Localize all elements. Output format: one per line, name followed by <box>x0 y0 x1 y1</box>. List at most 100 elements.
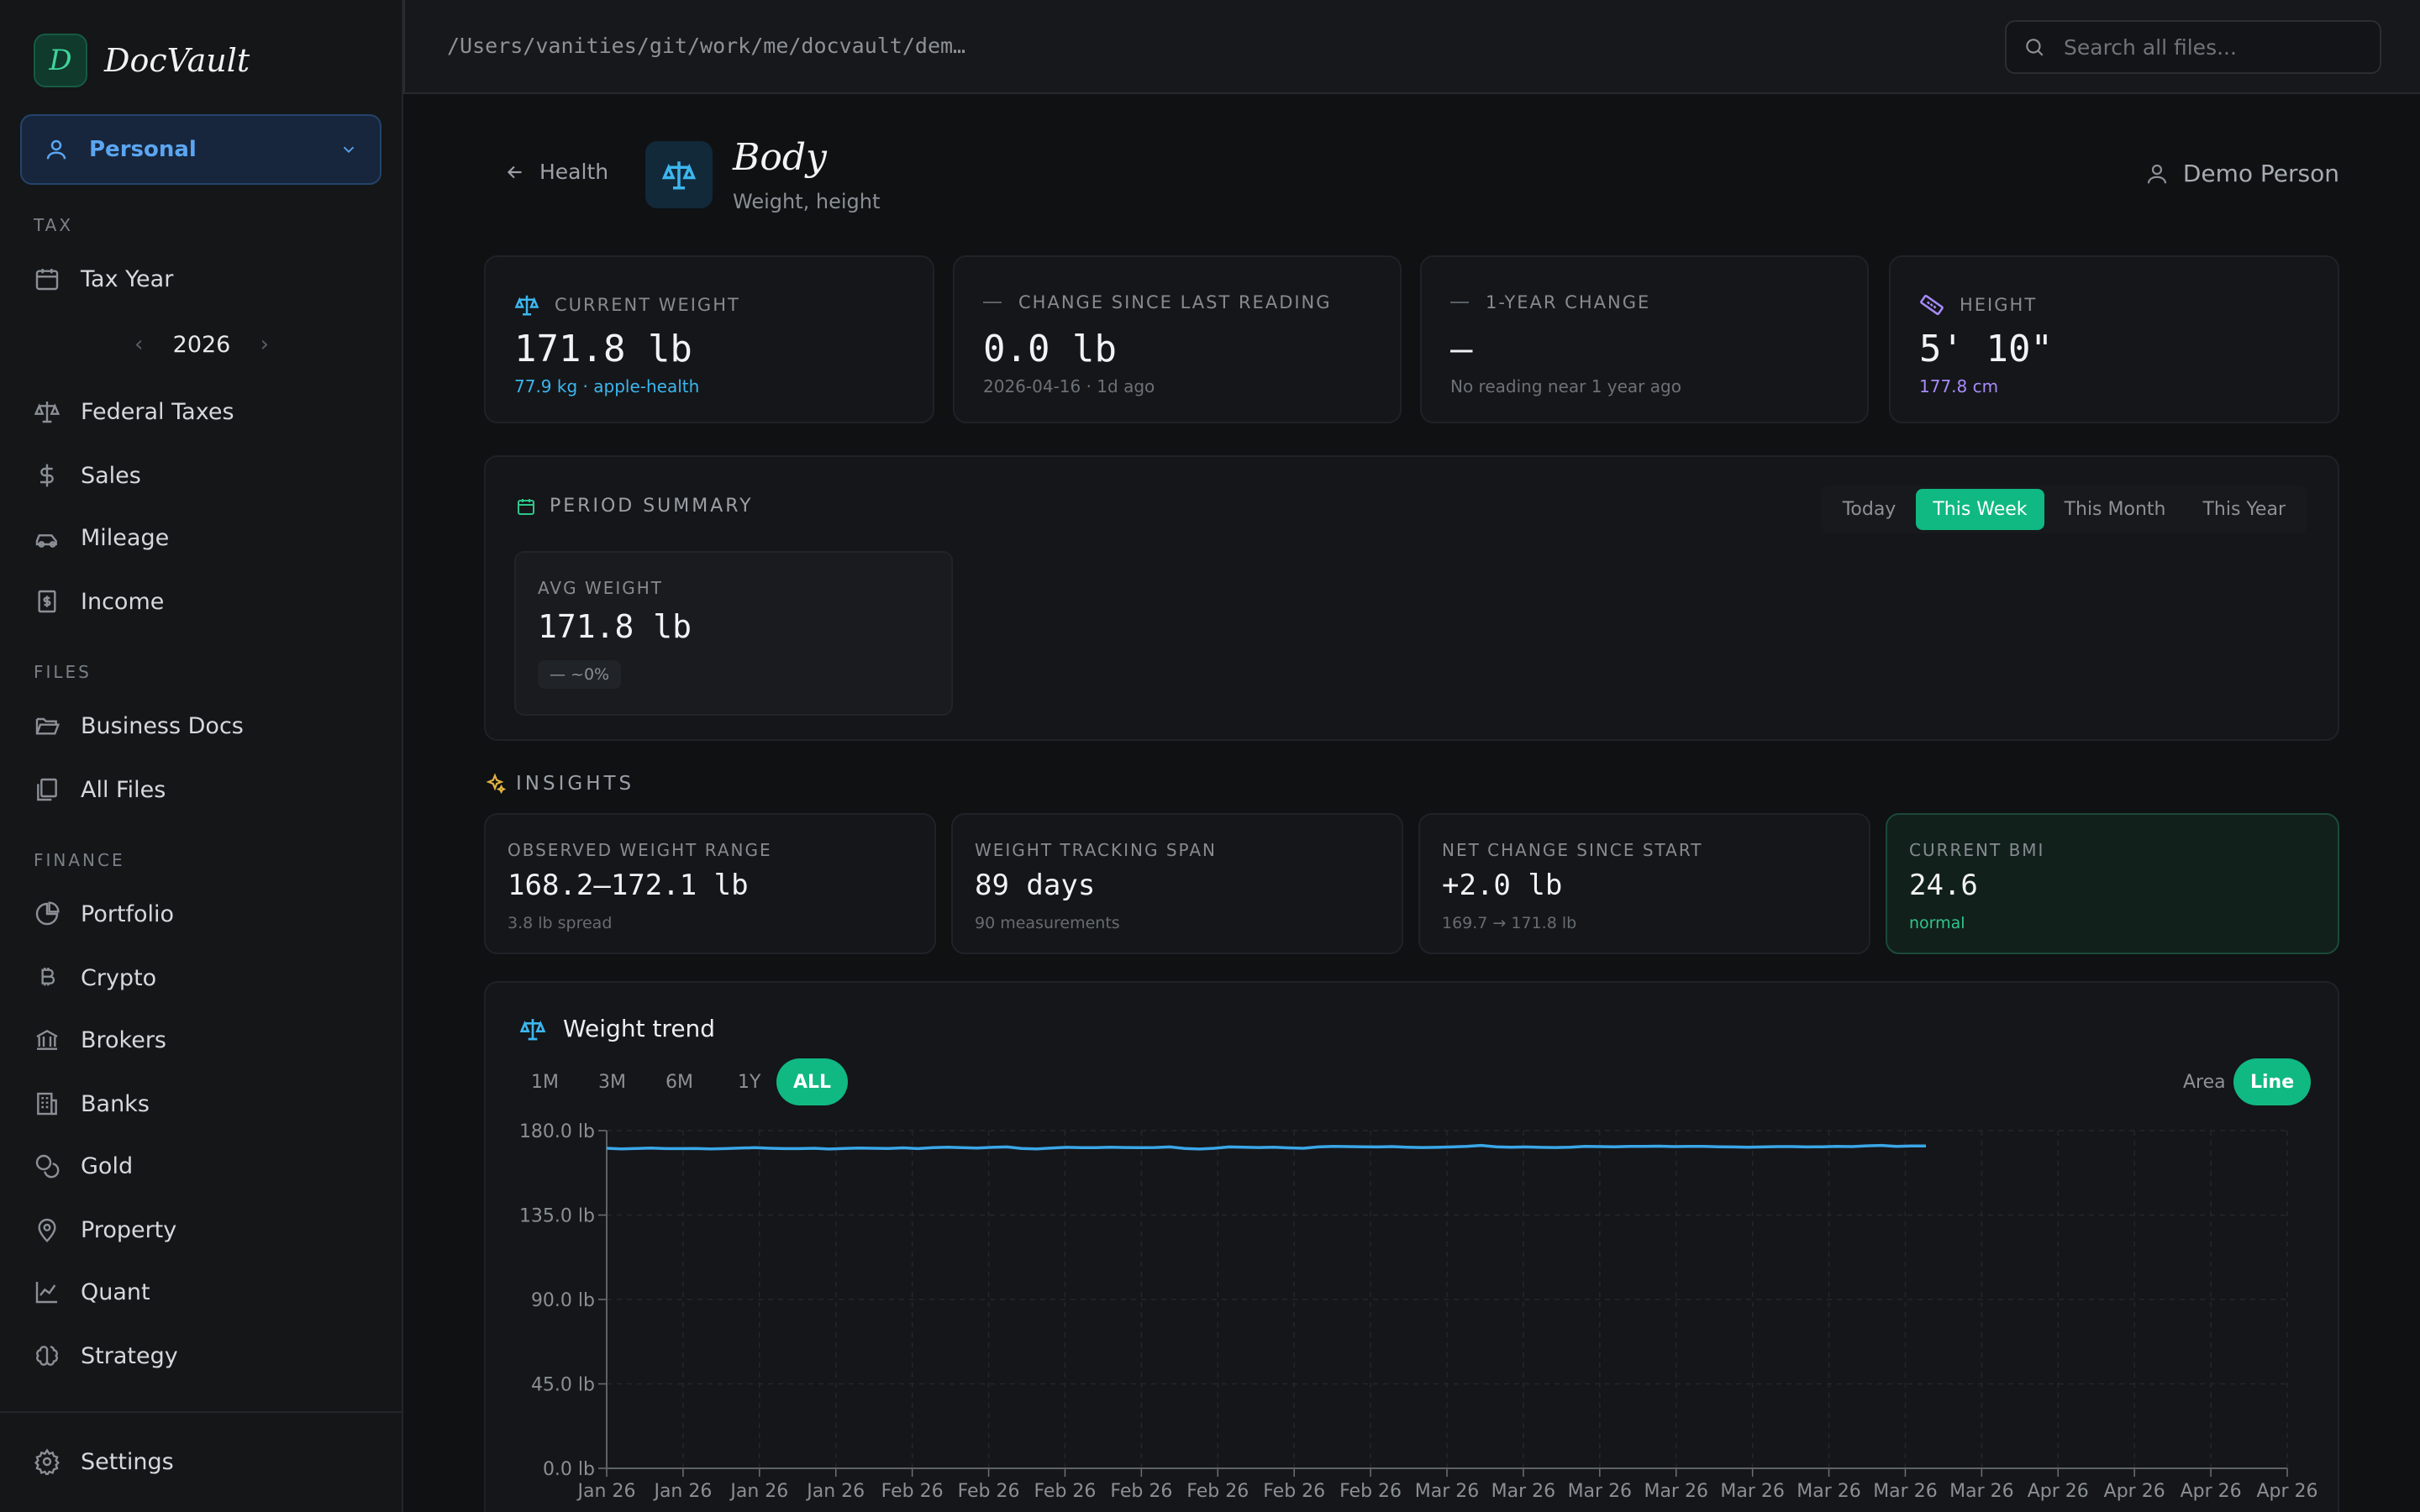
stat-sub: 177.8 cm <box>1919 376 1999 396</box>
insight-sub: normal <box>1909 914 1965 932</box>
range-all-button[interactable]: ALL <box>776 1058 849 1105</box>
sidebar-item-label: Portfolio <box>81 900 175 927</box>
sidebar-item-gold[interactable]: Gold <box>34 1141 133 1191</box>
range-3m-button[interactable]: 3M <box>598 1071 626 1093</box>
stat-label: CHANGE SINCE LAST READING <box>983 292 1332 312</box>
sidebar-item-label: Quant <box>81 1278 150 1305</box>
mode-area-button[interactable]: Area <box>2183 1071 2226 1093</box>
brand[interactable]: D DocVault <box>34 34 250 87</box>
insight-label: NET CHANGE SINCE START <box>1442 840 1703 860</box>
range-1m-button[interactable]: 1M <box>531 1071 559 1093</box>
sidebar-item-label: Federal Taxes <box>81 398 234 425</box>
back-link[interactable]: Health <box>504 160 608 184</box>
sidebar-item-business-docs[interactable]: Business Docs <box>34 701 244 751</box>
stat-label-text: CURRENT WEIGHT <box>555 295 740 315</box>
chart-title-text: Weight trend <box>563 1015 716 1042</box>
tab-today[interactable]: Today <box>1842 499 1897 520</box>
user-name: Demo Person <box>2182 160 2339 187</box>
stat-value: — <box>1450 328 1473 370</box>
stat-label: HEIGHT <box>1919 292 2037 318</box>
stat-value: 0.0 lb <box>983 328 1117 370</box>
user-icon <box>2147 164 2166 183</box>
avg-weight-change-badge: — ~0% <box>538 660 622 689</box>
stat-label: 1-YEAR CHANGE <box>1450 292 1650 312</box>
sidebar-item-settings[interactable]: Settings <box>34 1436 174 1487</box>
scale-icon <box>661 161 697 190</box>
user-menu[interactable]: Demo Person <box>2144 160 2339 187</box>
sidebar-item-strategy[interactable]: Strategy <box>34 1331 178 1381</box>
scale-icon <box>34 402 60 423</box>
sidebar-item-label: Brokers <box>81 1026 167 1053</box>
range-1y-button[interactable]: 1Y <box>738 1071 761 1093</box>
avg-weight-card: AVG WEIGHT 171.8 lb — ~0% <box>514 551 953 716</box>
sidebar-item-label: Strategy <box>81 1342 178 1369</box>
sidebar-item-tax-year[interactable]: Tax Year <box>34 254 173 304</box>
top-bar: /Users/vanities/git/work/me/docvault/dem… <box>403 0 2420 94</box>
stat-card-one-year-change: 1-YEAR CHANGE — No reading near 1 year a… <box>1420 255 1869 423</box>
tab-this-month[interactable]: This Month <box>2064 499 2166 520</box>
insight-value: +2.0 lb <box>1442 869 1563 902</box>
profile-switcher[interactable]: Personal <box>20 114 381 185</box>
sidebar-item-all-files[interactable]: All Files <box>34 764 166 815</box>
section-label-files: FILES <box>34 662 92 682</box>
sidebar-item-label: Property <box>81 1216 177 1243</box>
stat-sub: 77.9 kg · apple-health <box>514 376 700 396</box>
chevron-left-icon[interactable]: ‹ <box>134 332 144 357</box>
map-pin-icon <box>38 1218 56 1243</box>
range-6m-button[interactable]: 6M <box>666 1071 693 1093</box>
chevron-right-icon[interactable]: › <box>260 332 269 357</box>
sidebar-item-federal-taxes[interactable]: Federal Taxes <box>34 386 234 437</box>
search-input[interactable]: Search all files... <box>2005 20 2381 74</box>
tab-this-week[interactable]: This Week <box>1916 489 2044 530</box>
insight-value: 89 days <box>975 869 1096 902</box>
sidebar-item-brokers[interactable]: Brokers <box>34 1015 166 1065</box>
calendar-icon <box>518 498 534 515</box>
pie-chart-icon <box>35 901 60 926</box>
insight-card-weight-range: OBSERVED WEIGHT RANGE 168.2–172.1 lb 3.8… <box>484 813 936 954</box>
stat-label-text: CHANGE SINCE LAST READING <box>1018 292 1332 312</box>
mode-line-button[interactable]: Line <box>2233 1058 2312 1105</box>
sidebar-item-mileage[interactable]: Mileage <box>34 512 169 563</box>
year-value: 2026 <box>172 331 231 358</box>
avg-weight-label: AVG WEIGHT <box>538 578 664 598</box>
sidebar-divider <box>0 1411 402 1413</box>
stat-sub: 2026-04-16 · 1d ago <box>983 376 1155 396</box>
insight-card-current-bmi: CURRENT BMI 24.6 normal <box>1886 813 2339 954</box>
year-stepper: ‹ 2026 › <box>134 328 269 361</box>
insights-title-text: INSIGHTS <box>516 773 635 795</box>
building-icon <box>37 1092 57 1116</box>
stat-card-current-weight: CURRENT WEIGHT 171.8 lb 77.9 kg · apple-… <box>484 255 934 423</box>
sidebar-item-quant[interactable]: Quant <box>34 1267 150 1317</box>
sidebar-item-income[interactable]: Income <box>34 576 164 627</box>
calendar-icon <box>35 269 59 291</box>
period-tabs: Today This Week This Month This Year <box>1820 486 2307 533</box>
sidebar-item-label: Gold <box>81 1152 134 1179</box>
stat-sub: No reading near 1 year ago <box>1450 376 1681 396</box>
sidebar-item-label: Mileage <box>81 524 170 551</box>
dash-icon <box>1450 302 1469 303</box>
tab-this-year[interactable]: This Year <box>2202 499 2286 520</box>
sidebar-item-crypto[interactable]: Crypto <box>34 953 156 1003</box>
sidebar-item-property[interactable]: Property <box>34 1205 176 1255</box>
period-summary-panel: PERIOD SUMMARY Today This Week This Mont… <box>484 455 2339 741</box>
period-summary-title: PERIOD SUMMARY <box>516 496 754 517</box>
scale-icon <box>514 295 539 316</box>
sidebar-item-banks[interactable]: Banks <box>34 1079 150 1129</box>
sidebar-item-label: Income <box>81 588 165 615</box>
dollar-icon <box>40 464 54 487</box>
scale-icon <box>519 1018 546 1040</box>
stat-card-height: HEIGHT 5' 10" 177.8 cm <box>1889 255 2339 423</box>
bitcoin-icon <box>41 968 55 986</box>
sidebar-item-label: All Files <box>81 776 166 803</box>
section-label-tax: TAX <box>34 215 74 235</box>
sidebar-item-portfolio[interactable]: Portfolio <box>34 889 174 939</box>
sidebar-item-sales[interactable]: Sales <box>34 450 141 501</box>
gear-icon <box>34 1448 60 1475</box>
stat-card-change-since-last: CHANGE SINCE LAST READING 0.0 lb 2026-04… <box>953 255 1402 423</box>
app-name: DocVault <box>104 42 250 79</box>
stat-label-text: 1-YEAR CHANGE <box>1486 292 1651 312</box>
car-icon <box>35 534 57 548</box>
stat-value: 5' 10" <box>1919 328 2053 370</box>
section-label-finance: FINANCE <box>34 850 125 870</box>
insight-label: OBSERVED WEIGHT RANGE <box>508 840 772 860</box>
